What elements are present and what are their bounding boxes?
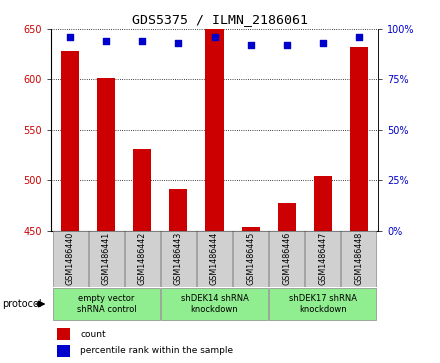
Bar: [53, 289, 160, 319]
Point: [103, 38, 110, 44]
Bar: [133, 149, 151, 231]
Bar: [341, 231, 376, 287]
Text: empty vector
shRNA control: empty vector shRNA control: [77, 294, 136, 314]
Bar: [314, 176, 332, 231]
Point: [319, 40, 326, 46]
Bar: [169, 189, 187, 231]
Bar: [161, 289, 268, 319]
Point: [247, 42, 254, 48]
Bar: [198, 231, 231, 287]
Text: GSM1486447: GSM1486447: [318, 232, 327, 285]
Bar: [97, 78, 115, 231]
Bar: [161, 231, 196, 287]
Point: [67, 34, 74, 40]
Bar: [269, 289, 376, 319]
Bar: [57, 345, 70, 357]
Point: [283, 42, 290, 48]
Point: [175, 40, 182, 46]
Text: GSM1486440: GSM1486440: [66, 232, 75, 285]
Bar: [242, 228, 260, 231]
Point: [139, 38, 146, 44]
Text: shDEK14 shRNA
knockdown: shDEK14 shRNA knockdown: [180, 294, 249, 314]
Bar: [278, 203, 296, 231]
Bar: [53, 231, 88, 287]
Bar: [125, 231, 160, 287]
Text: GSM1486445: GSM1486445: [246, 232, 255, 285]
Text: GSM1486441: GSM1486441: [102, 232, 111, 285]
Text: GSM1486446: GSM1486446: [282, 232, 291, 285]
Bar: [233, 231, 268, 287]
Bar: [269, 231, 304, 287]
Point: [211, 34, 218, 40]
Bar: [89, 231, 124, 287]
Text: GSM1486444: GSM1486444: [210, 232, 219, 285]
Text: GSM1486448: GSM1486448: [354, 232, 363, 285]
Text: count: count: [80, 330, 106, 339]
Point: [355, 34, 362, 40]
Bar: [57, 329, 70, 340]
Text: GSM1486443: GSM1486443: [174, 232, 183, 285]
Text: shDEK17 shRNA
knockdown: shDEK17 shRNA knockdown: [289, 294, 356, 314]
Bar: [205, 29, 224, 231]
Text: protocol: protocol: [2, 299, 42, 309]
Text: GSM1486442: GSM1486442: [138, 232, 147, 285]
Bar: [305, 231, 340, 287]
Text: percentile rank within the sample: percentile rank within the sample: [80, 346, 233, 355]
Text: GDS5375 / ILMN_2186061: GDS5375 / ILMN_2186061: [132, 13, 308, 26]
Bar: [62, 51, 79, 231]
Bar: [350, 47, 367, 231]
